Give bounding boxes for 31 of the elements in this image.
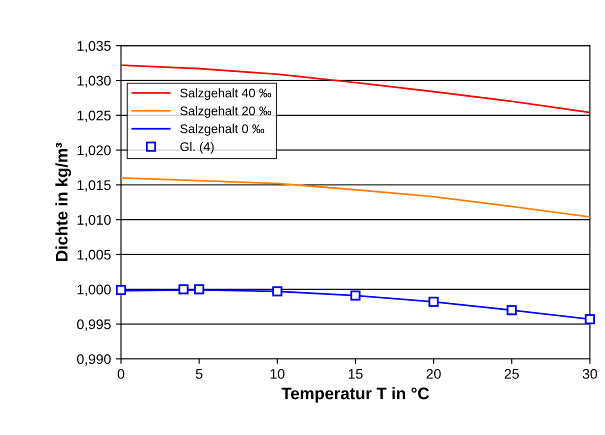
y-tick-label: 0,990	[77, 354, 111, 366]
y-tick-label: 1,020	[78, 145, 111, 157]
y-axis-title: Dichte in kg/m³	[55, 142, 71, 261]
x-tick-label: 10	[270, 368, 284, 379]
y-tick-label: 1,000	[78, 284, 111, 296]
x-axis-title: Temperatur T in °C	[282, 387, 430, 403]
y-tick-label: 1,015	[78, 180, 111, 192]
point	[350, 290, 361, 301]
legend-label: Salzgehalt 20 ‰	[180, 106, 272, 118]
y-tick-label: 1,035	[78, 41, 111, 52]
point	[272, 286, 282, 296]
point	[178, 284, 189, 294]
y-tick-label: 1,010	[78, 215, 111, 226]
legend-label: Salzgehalt 40 ‰	[180, 88, 272, 100]
x-tick-label: 0	[118, 368, 124, 379]
y-tick-label: 1,005	[78, 250, 111, 262]
x-tick-label: 15	[348, 369, 363, 379]
point	[116, 284, 126, 296]
point	[194, 284, 204, 294]
y-tick-label: 0,995	[77, 319, 111, 331]
x-tick-label: 25	[504, 368, 519, 379]
legend-label: Salzgehalt 0 ‰	[180, 124, 264, 136]
y-tick-label: 1,025	[78, 110, 111, 122]
point	[506, 305, 517, 316]
y-tick-label: 1,030	[78, 76, 111, 88]
x-tick-label: 5	[196, 369, 202, 379]
x-tick-label: 20	[426, 368, 441, 379]
legend-label: Gl. (4)	[180, 142, 214, 154]
point	[584, 314, 595, 324]
x-tick-label: 30	[582, 368, 598, 379]
point	[428, 296, 439, 307]
